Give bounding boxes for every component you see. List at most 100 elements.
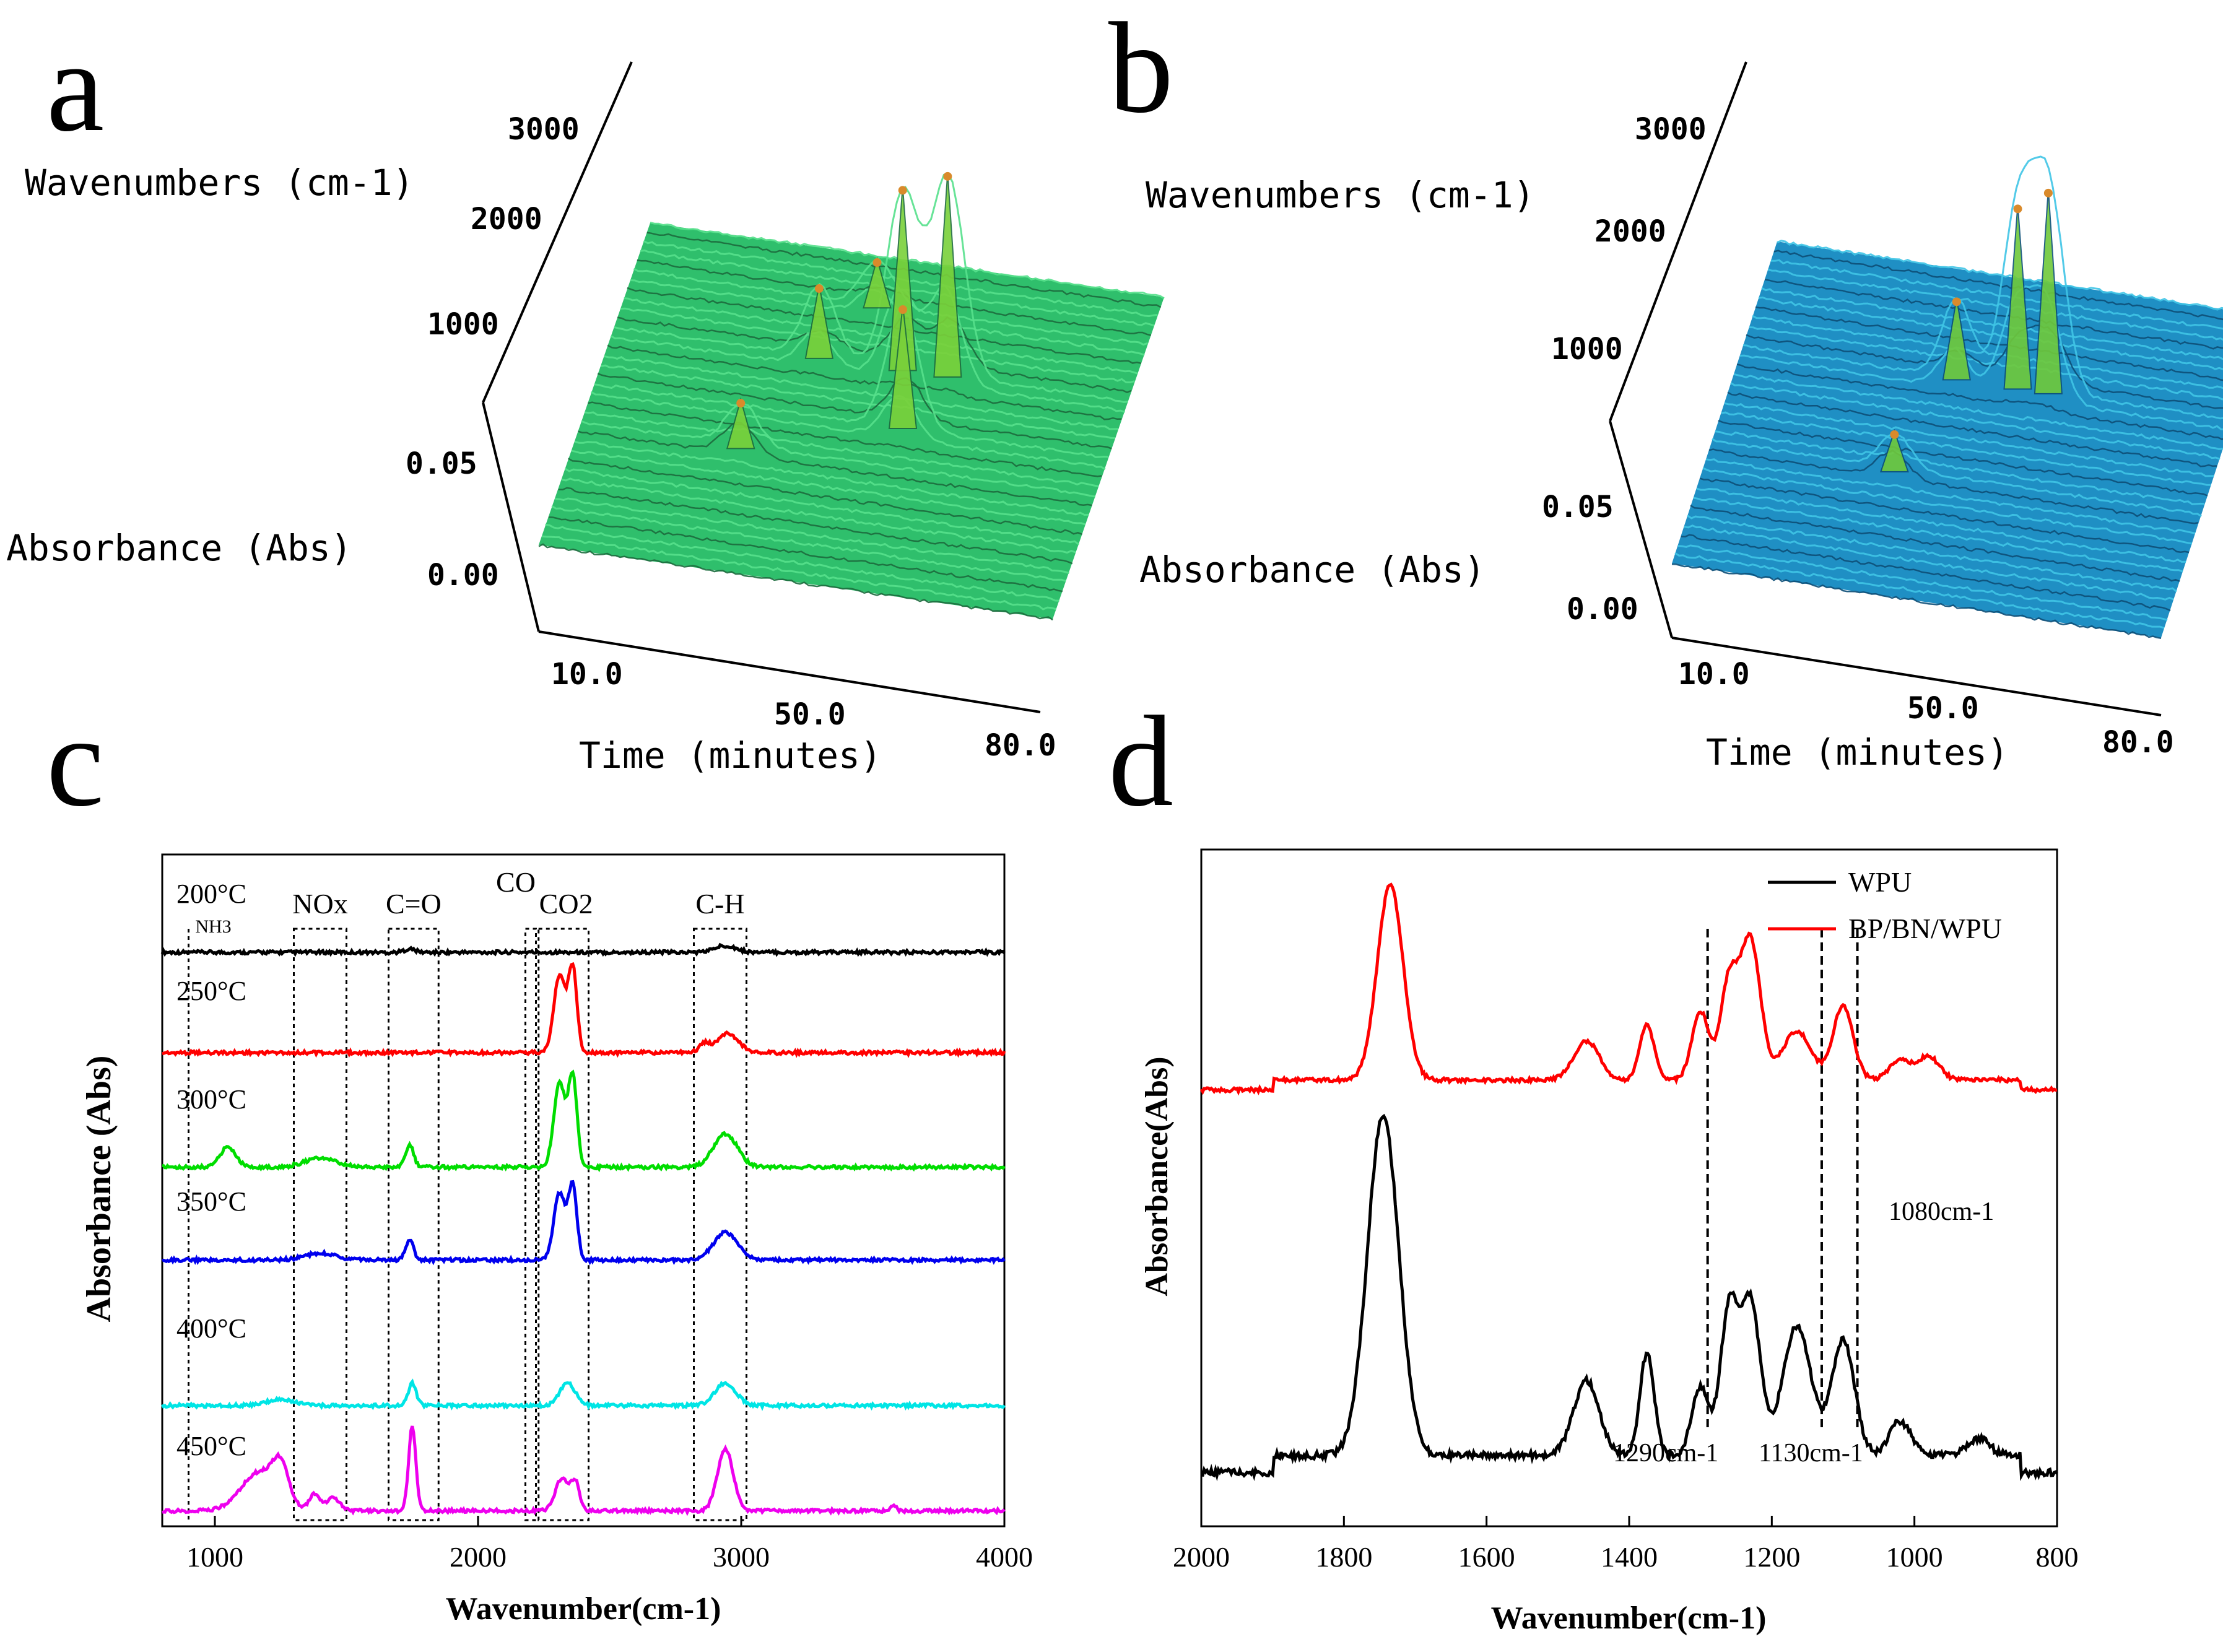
surface-row-a-27 — [627, 287, 1142, 365]
panel-c-x-ticks: 1000 2000 3000 4000 — [186, 1516, 1033, 1573]
surface-row-b-8 — [1696, 487, 2186, 563]
panel-d-tick-label-5: 1000 — [1886, 1541, 1943, 1573]
panel-a-time-label: Time (minutes) — [579, 734, 882, 776]
surface-row-b-0 — [1671, 563, 2162, 640]
panel-d-plot-frame — [1200, 848, 2058, 1528]
panel-c-series-label-3: 350°C — [176, 1186, 246, 1217]
surface-row-b-5 — [1687, 515, 2177, 593]
surface-plane-a — [539, 223, 1164, 619]
surface-row-b-3 — [1681, 534, 2171, 612]
surface-peak-tip-a-3 — [898, 186, 907, 195]
surface-row-a-10 — [571, 450, 1086, 526]
panel-c-xlabel: Wavenumber(cm-1) — [446, 1591, 721, 1627]
surface-row-a-0 — [538, 543, 1053, 621]
panel-d-legend: WPU BP/BN/WPU — [1768, 866, 2002, 944]
surface-row-a-5 — [555, 497, 1069, 574]
surface-row-b-24 — [1746, 324, 2223, 409]
panel-a-axes — [482, 61, 1041, 713]
panel-c-series-4 — [160, 1378, 1006, 1411]
surface-row-b-16 — [1721, 411, 2211, 486]
panel-c-series-5 — [162, 1425, 1006, 1516]
surface-row-a-11 — [574, 440, 1089, 516]
panel-d-series-1 — [1199, 882, 2058, 1096]
surface-peak-b-3 — [2034, 189, 2063, 394]
surface-row-b-22 — [1739, 284, 2223, 430]
panel-c-region-label-4: CO2 — [539, 888, 593, 919]
panel-b-time-label: Time (minutes) — [1706, 731, 2009, 773]
panel-d-tick-label-6: 800 — [2036, 1541, 2079, 1573]
panel-b-absorbance-tick-000: 0.00 — [1567, 592, 1638, 627]
surface-row-b-6 — [1690, 505, 2180, 582]
panel-c-plot-frame — [161, 853, 1006, 1528]
surface-row-a-30 — [637, 259, 1152, 336]
surface-peak-tip-b-1 — [1952, 297, 1961, 306]
annotation-1080: 1080cm-1 — [1889, 1198, 1994, 1226]
surface-row-b-7 — [1693, 497, 2183, 573]
surface-row-a-16 — [590, 391, 1106, 471]
surface-row-b-25 — [1749, 326, 2223, 401]
surface-peak-a-4 — [888, 305, 918, 429]
panel-c-series-2 — [162, 1069, 1006, 1173]
surface-peak-tip-b-2 — [2013, 204, 2022, 214]
panel-c-tick-label-2: 3000 — [713, 1541, 770, 1573]
surface-row-a-8 — [564, 467, 1080, 546]
surface-peak-tip-a-1 — [814, 284, 824, 293]
legend-label-wpu: WPU — [1848, 866, 1912, 898]
panel-c-region-box-5 — [693, 928, 747, 1521]
panel-a-surface — [538, 172, 1165, 621]
legend-label-bp-bn-wpu: BP/BN/WPU — [1848, 913, 2002, 944]
surface-row-b-20 — [1733, 373, 2223, 450]
surface-row-b-17 — [1724, 402, 2214, 477]
surface-plane-b — [1672, 241, 2223, 638]
panel-letter-b: b — [1108, 0, 1173, 140]
panel-c-series-0 — [160, 942, 1006, 957]
panel-b-surface — [1671, 155, 2223, 640]
panel-a-time-tick-10: 10.0 — [551, 657, 623, 692]
panel-d-ylabel: Absorbance(Abs) — [1139, 1056, 1175, 1296]
surface-row-a-12 — [578, 421, 1092, 506]
annotation-1130: 1130cm-1 — [1759, 1439, 1863, 1467]
panel-c-series-3 — [162, 1180, 1006, 1266]
surface-row-a-6 — [558, 487, 1073, 565]
surface-peak-tip-a-2 — [872, 258, 882, 267]
panel-d-series-0 — [1201, 1113, 2058, 1482]
panel-b-time-tick-80: 80.0 — [2102, 725, 2174, 760]
surface-row-a-2 — [545, 523, 1059, 602]
panel-b-axes — [1609, 61, 2162, 716]
panel-b-wavenumber-tick-3000: 3000 — [1635, 112, 1707, 147]
surface-row-b-27 — [1755, 306, 2223, 381]
surface-row-a-3 — [548, 516, 1063, 593]
surface-peak-a-2 — [863, 256, 892, 309]
surface-row-b-1 — [1674, 552, 2165, 629]
panel-b-wavenumber-tick-1000: 1000 — [1551, 332, 1623, 367]
surface-peak-tip-a-5 — [943, 172, 952, 181]
surface-peak-tip-b-3 — [2043, 188, 2053, 198]
panel-b-absorbance-label: Absorbance (Abs) — [1139, 549, 1486, 591]
surface-row-a-4 — [551, 505, 1066, 582]
surface-row-b-18 — [1727, 391, 2217, 467]
panel-d-line-chart: 2000 1800 1600 1400 1200 1000 800 WPU BP/BN/WP… — [1139, 848, 2079, 1636]
surface-row-a-17 — [594, 305, 1109, 458]
surface-row-a-13 — [581, 403, 1096, 498]
surface-peak-b-0 — [1880, 428, 1909, 472]
panel-b-time-tick-50: 50.0 — [1907, 691, 1979, 726]
panel-c-series-1 — [162, 962, 1006, 1058]
panel-b-3d-chart: Wavenumbers (cm-1) 3000 2000 1000 0.05 0… — [1139, 61, 2223, 773]
panel-b-wavenumber-tick-2000: 2000 — [1594, 214, 1666, 249]
panel-c-region-box-2 — [388, 928, 440, 1521]
surface-row-b-29 — [1761, 287, 2223, 360]
surface-peak-a-5 — [933, 172, 962, 378]
surface-peak-a-0 — [726, 397, 755, 450]
surface-row-a-14 — [584, 411, 1099, 487]
panel-letter-c: c — [46, 690, 104, 833]
surface-row-b-26 — [1752, 315, 2223, 389]
surface-row-a-19 — [601, 364, 1115, 439]
panel-a-time-tick-80: 80.0 — [985, 728, 1056, 763]
panel-c-region-box-1 — [293, 928, 347, 1521]
panel-c-series-label-1: 250°C — [176, 976, 246, 1006]
panel-c-tick-label-0: 1000 — [186, 1541, 243, 1573]
panel-a-3d-chart: Wavenumbers (cm-1) 3000 2000 1000 0.05 0… — [6, 61, 1165, 776]
panel-c-series-label-2: 300°C — [176, 1084, 246, 1115]
